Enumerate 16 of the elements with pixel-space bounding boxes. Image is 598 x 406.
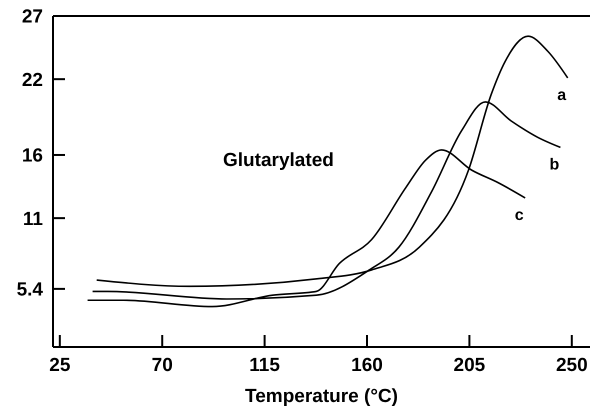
y-tick-label: 27 — [22, 6, 43, 28]
x-tick-label: 115 — [249, 355, 280, 376]
x-axis-title: Temperature (°C) — [245, 386, 398, 406]
x-tick-label: 70 — [152, 355, 173, 376]
y-tick-label: 11 — [22, 208, 44, 230]
y-tick-label: 22 — [22, 70, 43, 91]
y-tick-label: 5.4 — [16, 280, 44, 301]
annotation: Glutarylated — [223, 150, 334, 171]
x-tick-label: 160 — [351, 355, 383, 376]
y-tick-label: 16 — [22, 146, 43, 167]
x-tick-label: 250 — [556, 355, 588, 376]
series-label: b — [550, 156, 560, 174]
series-label: a — [557, 86, 566, 104]
series-label: c — [514, 206, 524, 224]
x-tick-label: 205 — [454, 355, 486, 376]
x-tick-label: 25 — [49, 355, 71, 376]
